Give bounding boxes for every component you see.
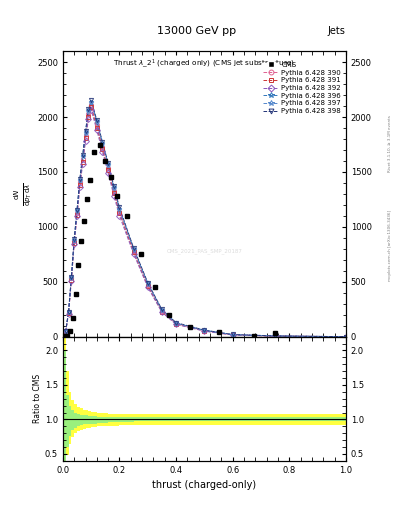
Text: CMS_2021_PAS_SMP_20187: CMS_2021_PAS_SMP_20187 (166, 248, 242, 254)
Y-axis label: Ratio to CMS: Ratio to CMS (33, 374, 42, 423)
Text: Rivet 3.1.10, ≥ 3.1M events: Rivet 3.1.10, ≥ 3.1M events (388, 115, 392, 172)
X-axis label: thrust (charged-only): thrust (charged-only) (152, 480, 256, 490)
Text: Jets: Jets (328, 26, 346, 36)
Text: 13000 GeV pp: 13000 GeV pp (157, 26, 236, 36)
Text: Thrust $\lambda\_2^1$ (charged only) (CMS jet substructure): Thrust $\lambda\_2^1$ (charged only) (CM… (113, 57, 296, 70)
Text: mcplots.cern.ch [arXiv:1306.3436]: mcplots.cern.ch [arXiv:1306.3436] (388, 210, 392, 281)
Legend: CMS, Pythia 6.428 390, Pythia 6.428 391, Pythia 6.428 392, Pythia 6.428 396, Pyt: CMS, Pythia 6.428 390, Pythia 6.428 391,… (262, 60, 342, 116)
Y-axis label: $\mathrm{d}N$
$\overline{\mathrm{d}p_T\,\mathrm{d}\lambda}$: $\mathrm{d}N$ $\overline{\mathrm{d}p_T\,… (12, 182, 34, 206)
